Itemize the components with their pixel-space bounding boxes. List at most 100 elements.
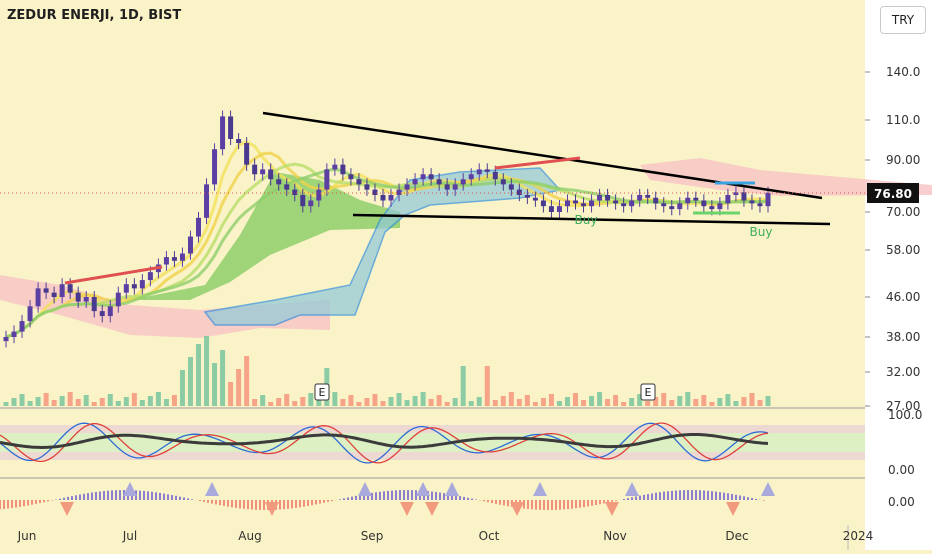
- macd-down-triangle: [605, 502, 619, 516]
- volume-bar: [444, 402, 450, 406]
- candle-body: [27, 306, 33, 322]
- volume-bar: [67, 392, 73, 406]
- candle-body: [677, 203, 683, 210]
- candle-body: [444, 184, 450, 190]
- volume-bar: [548, 394, 554, 406]
- candle-body: [11, 331, 17, 337]
- time-tick-label: Nov: [603, 529, 626, 543]
- volume-bar: [693, 399, 699, 406]
- rsi-line: [0, 433, 769, 450]
- candle-body: [468, 174, 474, 180]
- resistance-marker-1: [64, 265, 163, 285]
- candle-body: [452, 184, 458, 190]
- volume-bar: [292, 401, 298, 406]
- volume-bar: [163, 399, 169, 406]
- volume-bar: [99, 398, 105, 406]
- rsi-tick-label: 0.00: [888, 463, 915, 477]
- time-tick-label: Jun: [17, 529, 37, 543]
- candle-body: [163, 257, 169, 265]
- volume-bar: [725, 394, 731, 406]
- candle-body: [500, 179, 506, 185]
- macd-up-triangle: [416, 482, 430, 496]
- candle-body: [765, 192, 771, 207]
- volume-bar: [356, 402, 362, 406]
- candle-body: [508, 184, 514, 190]
- earnings-marker-label: E: [645, 386, 652, 399]
- candle-body: [3, 337, 9, 342]
- candle-body: [356, 179, 362, 185]
- trend-lines: [0, 111, 865, 285]
- candle-body: [548, 206, 554, 212]
- candle-body: [436, 179, 442, 185]
- volume-bar: [661, 393, 667, 406]
- currency-button[interactable]: TRY: [880, 6, 926, 34]
- candle-body: [749, 200, 755, 204]
- volume-bar: [613, 395, 619, 406]
- volume-bar: [468, 401, 474, 406]
- time-axis: Jun Jul Aug Sep Oct Nov Dec 2024: [17, 529, 874, 543]
- stoch-k-line: [0, 422, 769, 464]
- macd-down-triangle: [60, 502, 74, 516]
- candle-body: [340, 164, 346, 175]
- candle-body: [613, 200, 619, 204]
- volume-bar: [107, 394, 113, 406]
- volume-bar: [669, 400, 675, 406]
- volume-bar: [364, 398, 370, 406]
- macd-up-triangle: [205, 482, 219, 496]
- volume-bar: [212, 363, 218, 406]
- candle-body: [115, 292, 121, 307]
- candle-body: [67, 284, 73, 293]
- cloud-bull-segment: [130, 172, 400, 300]
- candle-body: [244, 143, 250, 165]
- candle-body: [187, 236, 193, 254]
- volume-bar: [645, 401, 651, 406]
- volume-bar: [709, 402, 715, 406]
- volume-bar: [268, 402, 274, 406]
- earnings-marker: [314, 383, 330, 401]
- volume-bar: [300, 397, 306, 406]
- candle-body: [428, 174, 434, 180]
- price-tick-label: 70.00: [886, 205, 920, 219]
- last-price-badge: [867, 183, 919, 203]
- candle-body: [300, 194, 306, 207]
- macd-up-triangle: [445, 482, 459, 496]
- candle-body: [380, 194, 386, 201]
- volume-bar: [171, 395, 177, 406]
- candle-body: [741, 192, 747, 201]
- price-tick-label: 140.0: [886, 65, 920, 79]
- candle-body: [733, 192, 739, 195]
- time-tick-label: Aug: [238, 529, 261, 543]
- macd-down-triangle: [425, 502, 439, 516]
- price-tick-label: 32.00: [886, 365, 920, 379]
- volume-bar: [276, 398, 282, 406]
- candle-body: [75, 292, 81, 302]
- volume-bar: [11, 398, 17, 406]
- candle-body: [139, 280, 145, 289]
- candle-body: [123, 284, 129, 293]
- candle-body: [757, 203, 763, 207]
- candle-body: [621, 203, 627, 207]
- volume-bar: [27, 401, 33, 406]
- candle-body: [532, 197, 538, 201]
- volume-bar: [717, 398, 723, 406]
- lower-trend-line: [352, 213, 831, 226]
- candle-body: [540, 200, 546, 207]
- macd-down-triangle: [726, 502, 740, 516]
- volume-bar: [420, 392, 426, 406]
- volume-bar: [597, 392, 603, 406]
- volume-bar: [332, 392, 338, 406]
- volume-bar: [51, 400, 57, 406]
- volume-bar: [572, 393, 578, 406]
- candle-body: [460, 179, 466, 185]
- candle-body: [693, 197, 699, 201]
- time-tick-label: Sep: [361, 529, 384, 543]
- price-tick-label: 110.0: [886, 113, 920, 127]
- candle-body: [564, 200, 570, 207]
- buy-signal-label: Buy: [750, 225, 773, 239]
- candle-body: [236, 138, 242, 144]
- candle-body: [725, 194, 731, 204]
- candle-body: [348, 174, 354, 180]
- volume-bar: [228, 382, 234, 406]
